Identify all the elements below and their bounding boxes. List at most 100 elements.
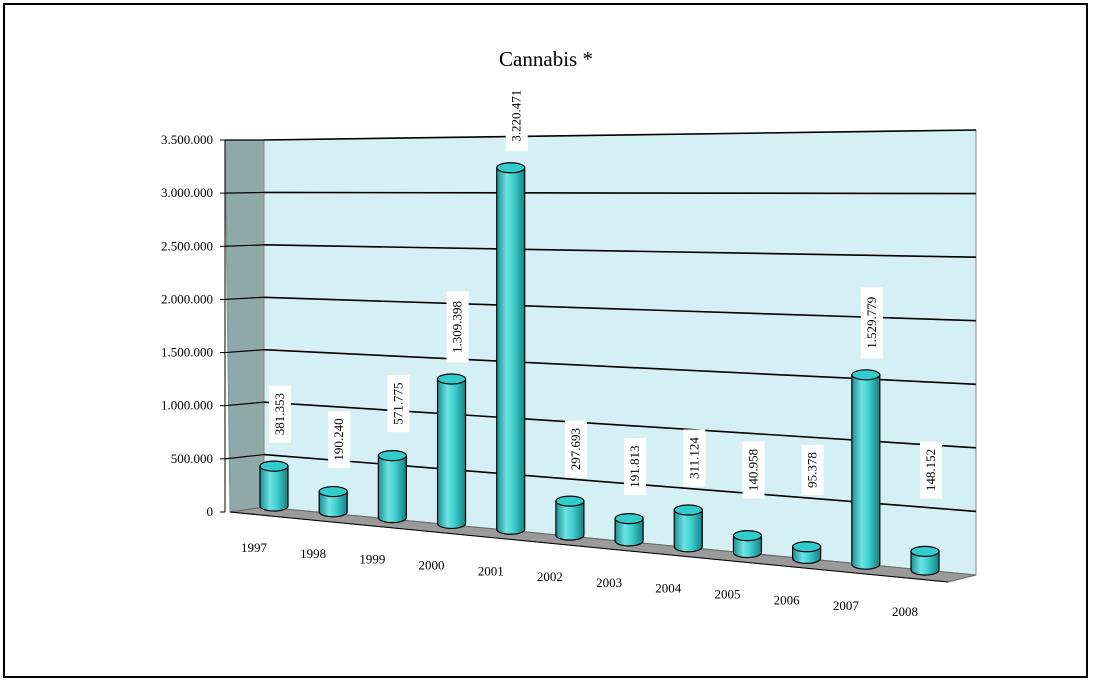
bar-top	[259, 460, 289, 472]
bar-1998	[318, 485, 348, 518]
bar-2005	[732, 530, 763, 559]
bar-2006	[792, 541, 822, 564]
bar-body	[555, 500, 585, 541]
data-label-box	[683, 429, 706, 487]
gridline-side	[224, 401, 265, 407]
bar-2008	[910, 545, 940, 576]
gridline	[263, 129, 977, 141]
bar-body	[614, 518, 644, 547]
y-tick-label: 3.500.000	[161, 132, 213, 147]
data-label-box	[742, 441, 765, 499]
data-label-2005: 140.958	[742, 441, 765, 499]
x-tick-label: 2004	[655, 581, 682, 596]
y-tick-label: 2.500.000	[161, 238, 213, 253]
y-tick-label: 500.000	[171, 451, 213, 466]
x-tick-label: 2006	[774, 592, 801, 607]
bar-body	[732, 535, 763, 559]
x-tick-label: 2005	[714, 587, 740, 602]
gridline-side	[224, 191, 265, 194]
gridline-side	[224, 296, 265, 301]
data-label: 95.378	[805, 452, 820, 488]
data-label: 311.124	[686, 437, 701, 479]
x-tick-label: 1999	[359, 552, 385, 567]
bar-top	[792, 541, 822, 553]
data-label-box	[446, 291, 469, 363]
x-tick-label: 1998	[300, 546, 326, 561]
bar-2003	[614, 513, 644, 547]
data-label: 1.309.398	[450, 301, 465, 353]
bar-top	[851, 369, 881, 381]
gridline	[263, 296, 977, 322]
y-tick-label: 3.000.000	[161, 185, 213, 200]
data-label-1998: 190.240	[328, 411, 351, 469]
x-tick-label: 2002	[537, 569, 563, 584]
bar-1999	[377, 450, 407, 524]
data-label: 190.240	[331, 418, 346, 460]
data-label-2003: 191.813	[624, 438, 647, 496]
bar-body	[318, 490, 348, 518]
bar-body	[436, 378, 467, 530]
data-label: 191.813	[627, 446, 642, 488]
data-label-box	[505, 80, 528, 152]
bar-2001	[496, 162, 526, 535]
y-tick-label: 1.000.000	[161, 398, 213, 413]
x-tick-label: 2003	[596, 575, 622, 590]
data-label-2001: 3.220.471	[505, 80, 528, 152]
bar-body	[496, 167, 526, 535]
data-label-box	[624, 438, 647, 496]
bar-top	[555, 495, 585, 507]
bar-top	[377, 450, 407, 462]
bar-2007	[851, 369, 881, 570]
x-tick-label: 1997	[241, 540, 268, 555]
gridline-side	[224, 349, 265, 354]
bar-top	[614, 513, 644, 525]
data-label-box	[328, 411, 351, 469]
y-tick-label: 0	[207, 504, 214, 519]
data-label-2000: 1.309.398	[446, 291, 469, 363]
x-tick-label: 2000	[419, 557, 445, 572]
data-label-box	[269, 385, 291, 443]
data-label-1997: 381.353	[269, 385, 291, 443]
data-label-box	[564, 420, 587, 478]
y-tick-label: 2.000.000	[161, 291, 213, 306]
data-label: 140.958	[745, 449, 760, 491]
bar-body	[851, 374, 881, 570]
bar-body	[259, 465, 289, 512]
data-label-2007: 1.529.779	[860, 287, 883, 359]
x-axis-line	[229, 511, 949, 583]
x-tick-label: 2007	[833, 598, 860, 613]
data-label-box	[860, 287, 883, 359]
data-label-2002: 297.693	[564, 420, 587, 478]
bar-body	[673, 509, 703, 553]
data-label-1999: 571.775	[387, 375, 410, 433]
bar-top	[732, 530, 763, 542]
bar-body	[910, 550, 940, 576]
data-label-box	[387, 375, 410, 433]
data-label: 1.529.779	[864, 297, 879, 349]
bar-top	[318, 485, 348, 498]
gridline	[263, 244, 977, 258]
gridline-side	[224, 453, 265, 460]
data-label-2006: 95.378	[801, 445, 824, 495]
bar-top	[496, 162, 526, 174]
bar-2002	[555, 495, 585, 541]
bar-2000	[436, 373, 467, 530]
y-tick-label: 1.500.000	[161, 345, 213, 360]
data-label: 148.152	[923, 449, 938, 491]
data-label-2004: 311.124	[683, 429, 706, 487]
gridline-side	[224, 244, 265, 247]
data-label-2008: 148.152	[920, 441, 942, 499]
data-label: 381.353	[272, 393, 287, 435]
bar-2004	[673, 504, 703, 553]
bar-1997	[259, 460, 289, 512]
bar-body	[377, 455, 407, 524]
data-label: 3.220.471	[509, 90, 524, 142]
bar-top	[673, 504, 703, 516]
chart-title: Cannabis *	[499, 47, 593, 71]
bar-top	[910, 545, 940, 557]
data-label-box	[801, 445, 824, 495]
x-tick-label: 2001	[478, 563, 504, 578]
data-label: 571.775	[390, 383, 405, 425]
gridline	[263, 191, 977, 195]
